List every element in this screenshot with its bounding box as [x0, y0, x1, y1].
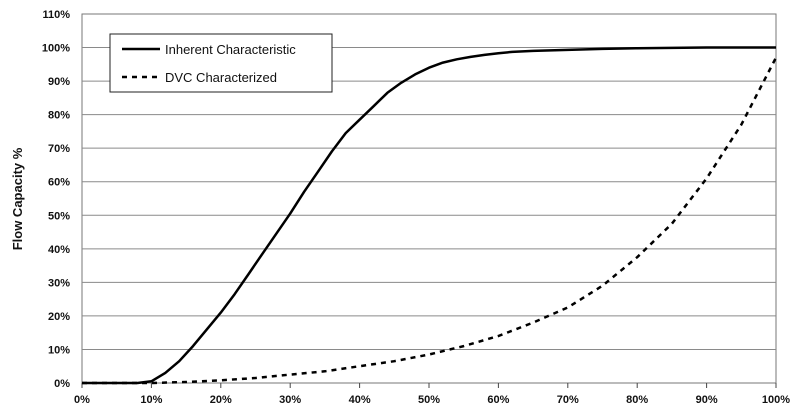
- series-line-dvc-characterized: [82, 57, 778, 385]
- y-tick-label: 110%: [42, 9, 70, 21]
- y-tick-label: 60%: [48, 177, 70, 189]
- legend-box: [109, 33, 333, 93]
- x-tick-label: 90%: [696, 394, 718, 406]
- x-tick-label: 0%: [74, 394, 90, 406]
- y-tick-labels: 0% 10% 20% 30% 40% 50% 60% 70% 80% 90% 100% 110%: [42, 9, 70, 390]
- x-tick-label: 100%: [762, 394, 790, 406]
- y-tick-label: 80%: [48, 110, 70, 122]
- y-tick-label: 90%: [48, 76, 70, 88]
- y-tick-label: 40%: [48, 244, 70, 256]
- series-lines: [82, 46, 778, 385]
- x-tick-label: 50%: [418, 394, 440, 406]
- y-tick-label: 50%: [48, 210, 70, 222]
- y-tick-label: 100%: [42, 43, 70, 55]
- x-tick-label: 40%: [349, 394, 371, 406]
- x-tick-label: 30%: [279, 394, 301, 406]
- y-tick-label: 30%: [48, 277, 70, 289]
- y-tick-label: 70%: [48, 143, 70, 155]
- y-tick-label: 10%: [48, 344, 70, 356]
- x-tick-label: 60%: [487, 394, 509, 406]
- x-tick-label: 80%: [626, 394, 648, 406]
- y-axis-title: Flow Capacity %: [10, 147, 25, 250]
- series-line-inherent-characteristic: [82, 46, 776, 385]
- legend-label-dvc: DVC Characterized: [165, 70, 277, 85]
- x-tick-label: 10%: [140, 394, 162, 406]
- x-tick-label: 20%: [210, 394, 232, 406]
- legend: Inherent Characteristic DVC Characterize…: [109, 33, 333, 93]
- legend-label-inherent: Inherent Characteristic: [165, 42, 296, 57]
- y-tick-label: 0%: [54, 378, 70, 390]
- y-tick-label: 20%: [48, 311, 70, 323]
- x-tick-label: 70%: [557, 394, 579, 406]
- x-tick-labels: 0% 10% 20% 30% 40% 50% 60% 70% 80% 90% 100%: [74, 383, 790, 406]
